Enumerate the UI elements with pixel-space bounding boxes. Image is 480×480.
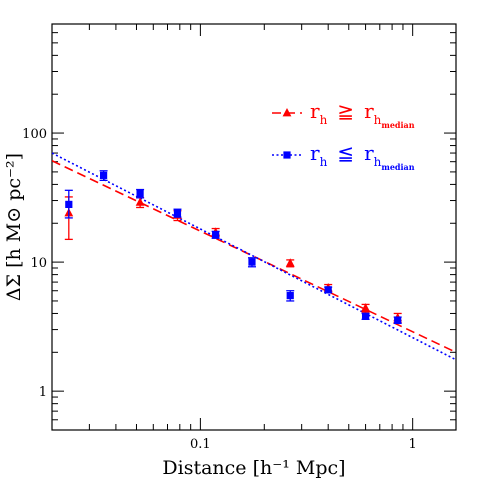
data-point-blue: [393, 316, 402, 325]
data-point-blue: [211, 230, 220, 239]
y-tick-label: 10: [30, 256, 47, 271]
data-point-blue: [136, 188, 145, 199]
legend-marker: [283, 151, 291, 159]
plot-frame: [51, 23, 457, 431]
y-axis-label: ΔΣ [h M⊙ pc⁻²]: [3, 153, 25, 301]
legend-label: rh ≧ rhmedian: [310, 99, 415, 130]
marker-square: [286, 292, 294, 300]
data-point-red: [361, 303, 370, 313]
data-point-red: [135, 197, 145, 209]
x-axis-label: Distance [h⁻¹ Mpc]: [162, 457, 345, 479]
marker-square: [65, 200, 73, 209]
fit-lines: [52, 152, 456, 361]
x-tick-label: 0.1: [190, 437, 211, 452]
marker-square: [324, 286, 332, 294]
legend-marker: [282, 108, 292, 117]
data-point-blue: [64, 189, 73, 219]
data-point-blue: [361, 312, 370, 321]
data-point-red: [285, 258, 295, 268]
data-points: [64, 170, 403, 325]
marker-square: [361, 312, 370, 320]
data-point-blue: [247, 257, 256, 268]
y-tick-labels: 1 10 100: [22, 127, 47, 400]
marker-triangle: [285, 258, 295, 267]
legend-label: rh ≦ rhmedian: [310, 141, 415, 172]
marker-square: [248, 258, 256, 266]
marker-square: [394, 316, 402, 324]
legend: rh ≧ rhmedian rh ≦ rhmedian: [272, 99, 415, 172]
y-tick-label: 100: [22, 127, 47, 142]
x-tick-label: 1: [409, 437, 417, 452]
data-point-blue: [324, 286, 333, 294]
marker-square: [173, 209, 182, 217]
legend-entry-blue: rh ≦ rhmedian: [272, 141, 415, 172]
marker-square: [136, 189, 144, 198]
x-tick-labels: 0.1 1: [190, 437, 417, 452]
data-point-blue: [286, 290, 295, 302]
data-point-blue: [99, 170, 108, 182]
legend-entry-red: rh ≧ rhmedian: [272, 99, 415, 130]
marker-square: [99, 171, 108, 179]
marker-triangle: [135, 197, 145, 206]
fit-line-red: [52, 160, 456, 354]
axis-ticks: [51, 23, 456, 431]
marker-square: [212, 231, 220, 239]
data-point-blue: [173, 208, 182, 218]
marker-triangle: [361, 303, 370, 312]
y-tick-label: 1: [39, 385, 47, 400]
fit-line-blue: [52, 152, 456, 361]
